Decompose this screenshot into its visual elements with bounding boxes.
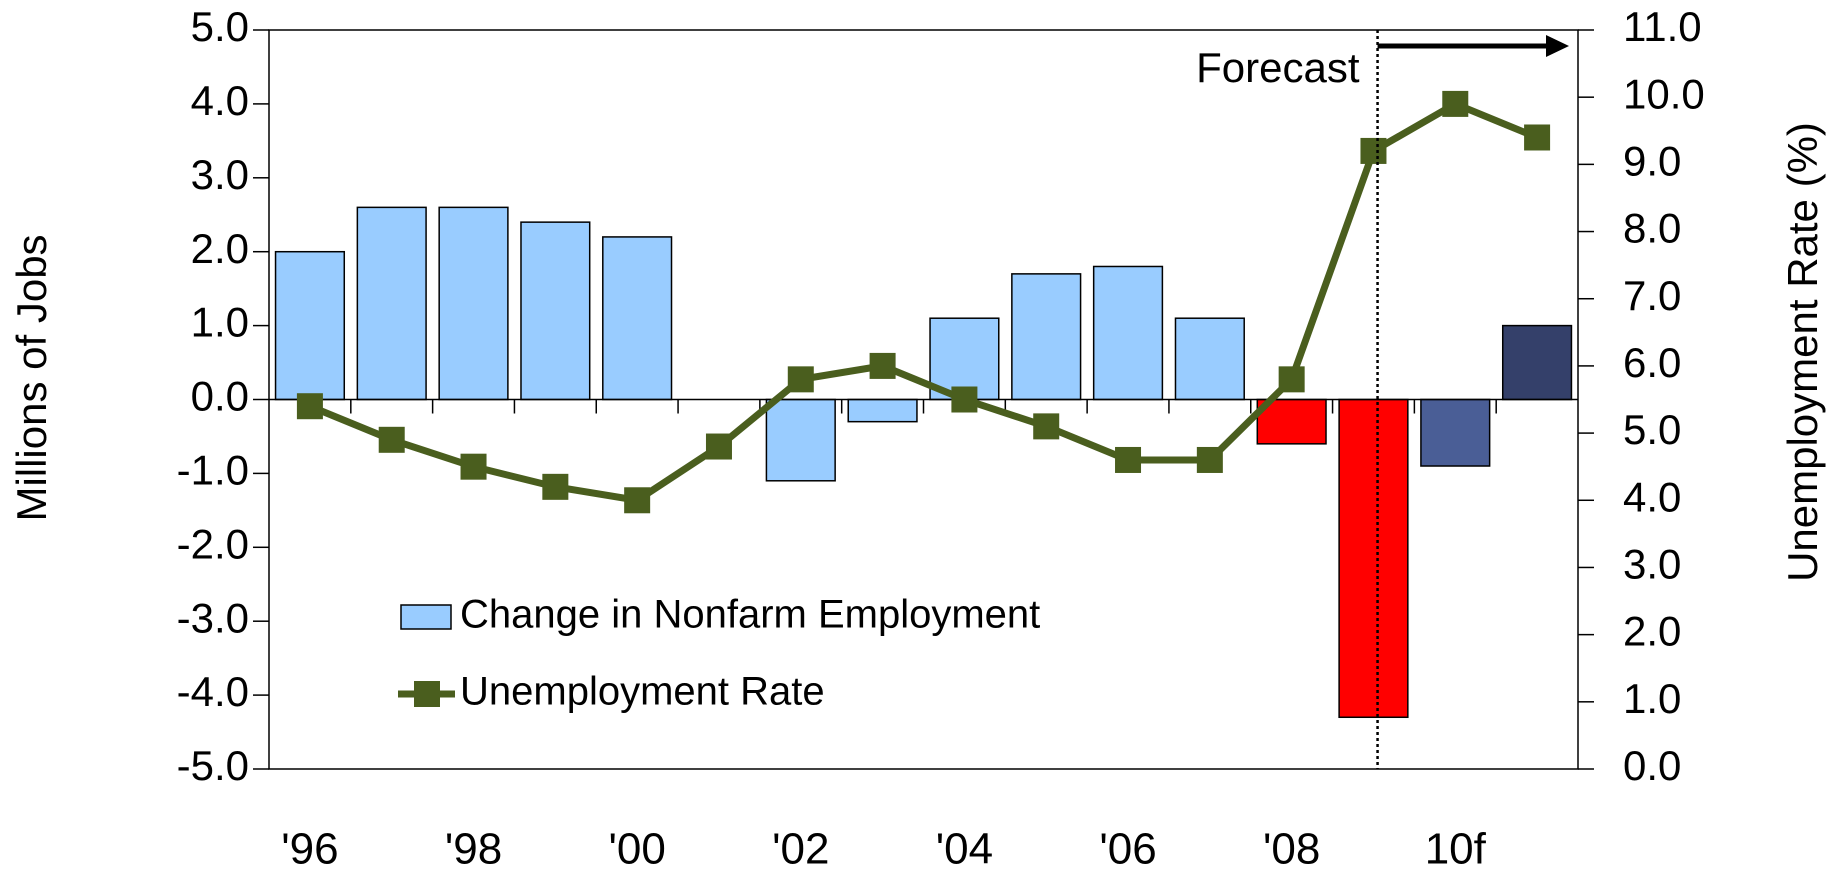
y2-tick-label: 2.0 — [1623, 608, 1681, 655]
annotation: Forecast — [1196, 44, 1360, 91]
x-tick-label: '04 — [936, 825, 993, 874]
y2-tick-label: 3.0 — [1623, 541, 1681, 588]
y2-tick-label: 11.0 — [1623, 3, 1702, 50]
y-tick-label: 4.0 — [191, 77, 249, 124]
line-marker — [542, 473, 569, 500]
line-marker — [624, 487, 651, 514]
line-marker — [296, 393, 323, 420]
x-tick-label: '00 — [608, 825, 665, 874]
x-tick-label: '08 — [1263, 825, 1320, 874]
bar — [1092, 265, 1164, 401]
line-marker — [1278, 366, 1305, 393]
line-marker — [1033, 413, 1060, 440]
line-marker — [1196, 446, 1223, 473]
y2-axis-title: Unemployment Rate (%) — [1779, 122, 1826, 582]
y-tick-label: -5.0 — [177, 742, 249, 789]
bar — [847, 398, 918, 423]
y-tick-label: -1.0 — [177, 446, 249, 493]
y-tick-label: 5.0 — [191, 3, 249, 50]
y2-tick-label: 1.0 — [1623, 675, 1681, 722]
x-tick-label: '06 — [1099, 825, 1156, 874]
bar — [929, 317, 1000, 401]
line-marker — [787, 366, 814, 393]
legend-marker — [414, 681, 440, 707]
legend-label: Unemployment Rate — [460, 670, 825, 714]
line-marker — [869, 352, 896, 379]
y2-tick-label: 4.0 — [1623, 473, 1681, 520]
y-tick-label: -4.0 — [177, 668, 249, 715]
x-tick-label: 10f — [1425, 825, 1487, 874]
y-tick-label: 0.0 — [191, 373, 249, 420]
line-marker — [378, 426, 405, 453]
line-marker — [1524, 124, 1551, 151]
line-marker — [951, 386, 978, 413]
forecast-arrowhead — [1546, 35, 1569, 57]
bar — [765, 398, 836, 482]
x-tick-label: '96 — [281, 825, 338, 874]
bar — [1338, 398, 1409, 719]
line-marker — [1360, 137, 1387, 164]
bar — [1256, 398, 1327, 445]
y-axis-title: Millions of Jobs — [8, 234, 55, 521]
legend-swatch — [400, 604, 452, 630]
y2-tick-label: 6.0 — [1623, 339, 1681, 386]
y-tick-label: 3.0 — [191, 151, 249, 198]
y2-tick-label: 7.0 — [1623, 272, 1681, 319]
line-marker — [1115, 446, 1142, 473]
x-tick-label: '02 — [772, 825, 829, 874]
bar — [1501, 324, 1573, 401]
line-marker — [1442, 90, 1469, 117]
line-marker — [705, 433, 732, 460]
bar — [274, 250, 346, 401]
line-marker — [460, 453, 487, 480]
bar — [1174, 317, 1245, 401]
y-tick-label: -3.0 — [177, 594, 249, 641]
bar — [356, 206, 427, 401]
bar — [1420, 398, 1491, 467]
line — [308, 100, 1539, 504]
bar — [520, 221, 591, 401]
legend-label: Change in Nonfarm Employment — [460, 593, 1040, 637]
y-tick-label: -2.0 — [177, 520, 249, 567]
y2-tick-label: 5.0 — [1623, 406, 1681, 453]
bar — [602, 236, 673, 401]
y-tick-label: 1.0 — [191, 299, 249, 346]
y2-tick-label: 0.0 — [1623, 742, 1681, 789]
bar — [438, 206, 509, 401]
y2-tick-label: 8.0 — [1623, 205, 1681, 252]
y-tick-label: 2.0 — [191, 225, 249, 272]
x-tick-label: '98 — [445, 825, 502, 874]
bar — [1011, 273, 1082, 401]
y2-tick-label: 10.0 — [1623, 70, 1705, 117]
y2-tick-label: 9.0 — [1623, 137, 1681, 184]
